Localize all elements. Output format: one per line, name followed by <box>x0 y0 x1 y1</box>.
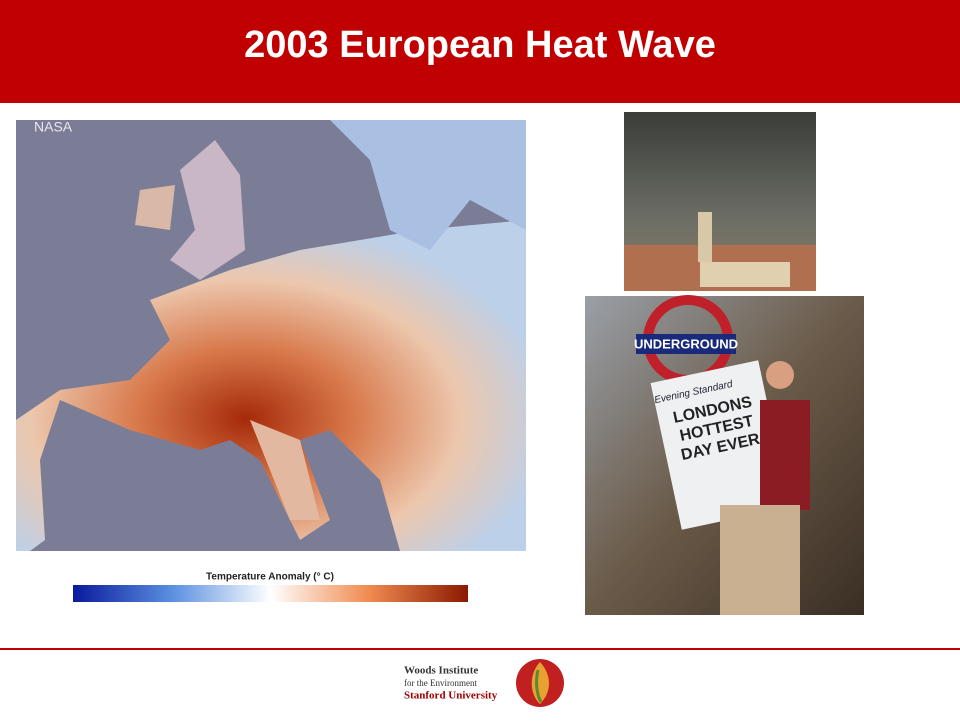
header-bar <box>0 0 960 103</box>
logo-line1: Woods Institute <box>404 665 478 677</box>
colorbar-label: Temperature Anomaly (° C) <box>206 572 334 583</box>
logo-line2: for the Environment <box>404 678 477 688</box>
logo: Woods Institute for the Environment Stan… <box>404 659 564 707</box>
fire-photo <box>624 112 816 291</box>
london-photo: UNDERGROUND Evening Standard LONDONS HOT… <box>585 295 864 615</box>
sign-text: UNDERGROUND <box>634 336 738 351</box>
logo-line3: Stanford University <box>404 690 498 702</box>
colorbar-gradient <box>73 585 468 602</box>
slide-title: 2003 European Heat Wave <box>244 24 716 66</box>
colorbar: Temperature Anomaly (° C) <box>73 572 468 602</box>
map-credit: NASA <box>34 119 73 135</box>
footer-rule <box>0 648 960 650</box>
heat-map: NASA <box>16 119 526 551</box>
